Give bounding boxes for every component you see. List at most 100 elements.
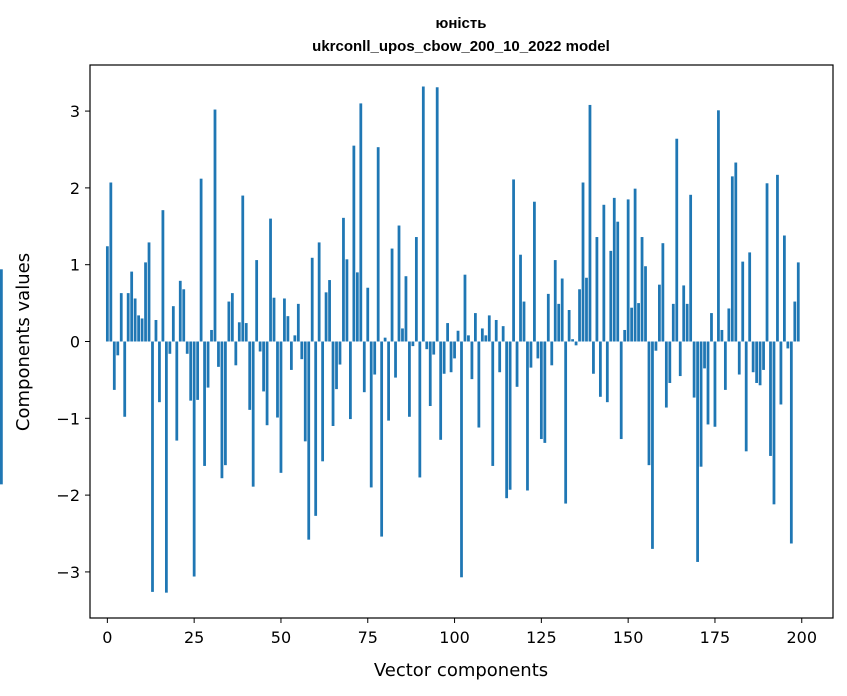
- bar: [637, 303, 640, 342]
- bar: [571, 339, 574, 342]
- bar: [651, 341, 654, 549]
- bar: [276, 341, 279, 418]
- bar: [626, 199, 630, 342]
- bar: [491, 341, 495, 466]
- bar: [408, 341, 411, 417]
- bar: [536, 341, 540, 359]
- bar: [623, 329, 627, 342]
- bar: [619, 341, 623, 440]
- bar: [251, 341, 255, 487]
- bar: [772, 341, 776, 505]
- bar: [175, 341, 179, 441]
- bar: [164, 341, 168, 593]
- bar: [435, 87, 439, 342]
- bar: [460, 341, 463, 578]
- bar: [494, 319, 498, 342]
- bar: [557, 303, 561, 342]
- bar: [383, 337, 387, 342]
- x-tick-label: 100: [439, 628, 470, 647]
- bar: [439, 341, 443, 440]
- bar: [296, 303, 300, 342]
- bar: [605, 341, 609, 403]
- bar: [456, 330, 460, 342]
- bar: [244, 323, 248, 342]
- bar: [442, 341, 446, 374]
- bar: [349, 341, 352, 420]
- bar: [550, 341, 554, 366]
- x-tick-label: 125: [526, 628, 557, 647]
- bar: [345, 259, 349, 342]
- bar: [227, 301, 231, 342]
- bar: [144, 262, 147, 342]
- bar: [512, 179, 515, 342]
- bar: [265, 341, 269, 426]
- bar: [199, 178, 203, 342]
- bar: [324, 292, 328, 342]
- y-tick-label: 2: [70, 179, 80, 198]
- bar: [533, 201, 536, 342]
- x-tick-label: 150: [613, 628, 644, 647]
- bar: [189, 341, 193, 401]
- bar: [765, 183, 769, 342]
- bar: [203, 341, 206, 466]
- bar: [675, 138, 679, 342]
- bar: [421, 86, 425, 342]
- bar: [647, 341, 651, 466]
- chart-subtitle: ukrconll_upos_cbow_200_10_2022 model: [312, 38, 610, 55]
- bar: [581, 182, 585, 342]
- bar: [314, 341, 318, 516]
- bar: [585, 277, 588, 342]
- bar: [279, 341, 283, 473]
- bar: [501, 326, 505, 342]
- bar: [425, 341, 429, 350]
- bar: [373, 341, 377, 375]
- bar: [355, 272, 359, 342]
- x-tick-label: 175: [700, 628, 731, 647]
- bar: [487, 315, 491, 342]
- bar: [668, 341, 672, 383]
- bar: [137, 315, 140, 342]
- bar: [783, 235, 786, 342]
- chart-title: юність: [436, 15, 487, 32]
- bar: [192, 341, 196, 577]
- bar: [317, 242, 321, 342]
- bar: [616, 221, 620, 342]
- y-tick-label: 3: [70, 102, 80, 121]
- bar: [158, 341, 161, 403]
- bar: [414, 237, 418, 342]
- bar: [255, 260, 259, 342]
- bar: [661, 243, 665, 342]
- bar: [564, 341, 568, 504]
- bar: [258, 341, 262, 352]
- bar: [171, 306, 175, 342]
- bar: [515, 341, 519, 387]
- bar: [706, 341, 710, 425]
- bar: [789, 341, 793, 544]
- bar: [359, 103, 363, 342]
- bar: [505, 341, 509, 499]
- bar: [696, 341, 699, 562]
- bar: [390, 248, 394, 342]
- bar: [727, 308, 731, 342]
- bar: [720, 329, 724, 342]
- bar: [241, 195, 245, 342]
- bar: [401, 328, 404, 342]
- x-axis-label: Vector components: [374, 660, 548, 681]
- bar: [654, 341, 658, 351]
- bar: [692, 341, 696, 398]
- bar: [776, 174, 779, 342]
- bar: [644, 266, 647, 342]
- bar: [467, 335, 470, 342]
- bar: [699, 341, 703, 467]
- bar: [362, 341, 366, 393]
- bar: [310, 257, 314, 342]
- bars-group: [0, 86, 800, 593]
- bar: [744, 341, 748, 452]
- bar: [664, 341, 668, 408]
- plot-frame: [89, 64, 834, 619]
- bar: [168, 341, 172, 354]
- bar: [473, 313, 477, 342]
- bar: [133, 298, 137, 342]
- bar: [293, 335, 297, 342]
- bar: [178, 280, 182, 342]
